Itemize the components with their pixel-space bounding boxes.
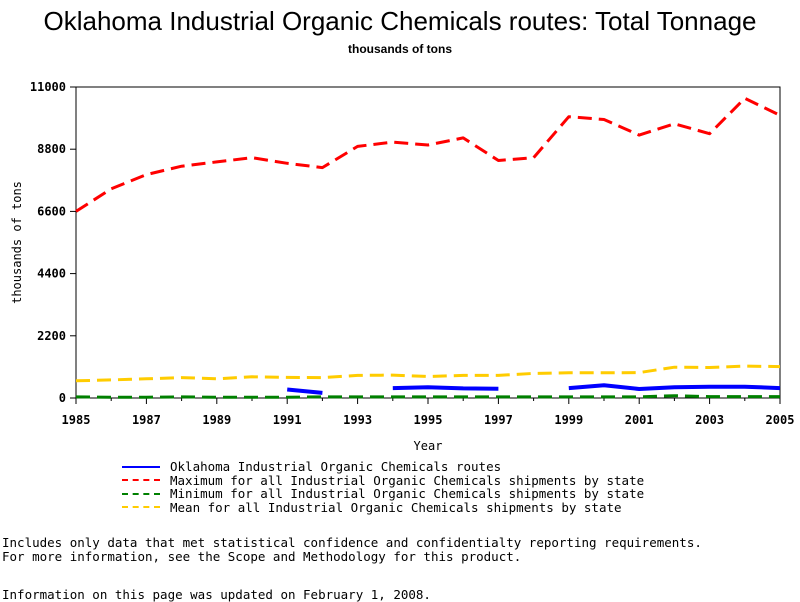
legend-swatch <box>122 506 160 509</box>
update-note: Information on this page was updated on … <box>2 587 431 602</box>
legend-entry: Oklahoma Industrial Organic Chemicals ro… <box>122 459 644 475</box>
legend-entry: Mean for all Industrial Organic Chemical… <box>122 499 644 515</box>
legend-swatch <box>122 492 160 495</box>
x-tick-label: 2003 <box>695 413 724 427</box>
x-tick-label: 1991 <box>273 413 302 427</box>
footnotes: Includes only data that met statistical … <box>2 536 702 564</box>
y-tick-label: 6600 <box>37 204 66 218</box>
x-tick-label: 1993 <box>343 413 372 427</box>
plot-frame <box>75 86 781 399</box>
chart-axes <box>70 86 781 404</box>
x-tick-label: 1985 <box>62 413 91 427</box>
legend-label: Mean for all Industrial Organic Chemical… <box>170 499 622 515</box>
chart-subtitle: thousands of tons <box>348 42 452 56</box>
legend-label: Minimum for all Industrial Organic Chemi… <box>170 486 645 502</box>
series-line-1 <box>287 387 323 395</box>
series-line-3 <box>75 394 780 399</box>
series-line-1 <box>568 383 781 391</box>
series-layer <box>75 96 781 399</box>
legend-entry: Minimum for all Industrial Organic Chemi… <box>122 486 645 502</box>
y-tick-label: 11000 <box>30 80 66 94</box>
tick-labels: 0 2200 4400 6600 8800 11000 1985 1987 1989 1991 19… <box>30 80 795 427</box>
footnote-methodology: For more information, see the Scope and … <box>2 549 522 564</box>
y-axis-title: thousands of tons <box>10 181 24 304</box>
legend-entry: Maximum for all Industrial Organic Chemi… <box>122 472 645 488</box>
chart-title: Oklahoma Industrial Organic Chemicals ro… <box>43 6 757 36</box>
x-tick-label: 1995 <box>414 413 443 427</box>
x-tick-label: 1987 <box>132 413 161 427</box>
series-line-1 <box>392 385 499 391</box>
y-tick-label: 0 <box>59 391 66 405</box>
legend-label: Oklahoma Industrial Organic Chemicals ro… <box>170 459 502 475</box>
series-line-2 <box>75 96 781 213</box>
legend-swatch <box>122 479 160 482</box>
x-tick-label: 1999 <box>554 413 583 427</box>
y-tick-label: 4400 <box>37 267 66 281</box>
footnote-confidence: Includes only data that met statistical … <box>2 535 702 550</box>
series-line-4 <box>75 364 781 383</box>
legend-label: Maximum for all Industrial Organic Chemi… <box>170 472 645 488</box>
x-axis-title: Year <box>414 439 443 453</box>
chart-legend: Oklahoma Industrial Organic Chemicals ro… <box>122 459 645 515</box>
x-tick-label: 1989 <box>202 413 231 427</box>
x-tick-label: 2005 <box>766 413 795 427</box>
legend-swatch <box>122 465 160 468</box>
x-tick-label: 2001 <box>625 413 654 427</box>
y-tick-label: 8800 <box>37 142 66 156</box>
y-tick-label: 2200 <box>37 329 66 343</box>
x-tick-label: 1997 <box>484 413 513 427</box>
